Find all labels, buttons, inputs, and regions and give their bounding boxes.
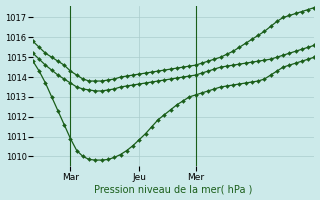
X-axis label: Pression niveau de la mer( hPa ): Pression niveau de la mer( hPa ) (94, 184, 253, 194)
